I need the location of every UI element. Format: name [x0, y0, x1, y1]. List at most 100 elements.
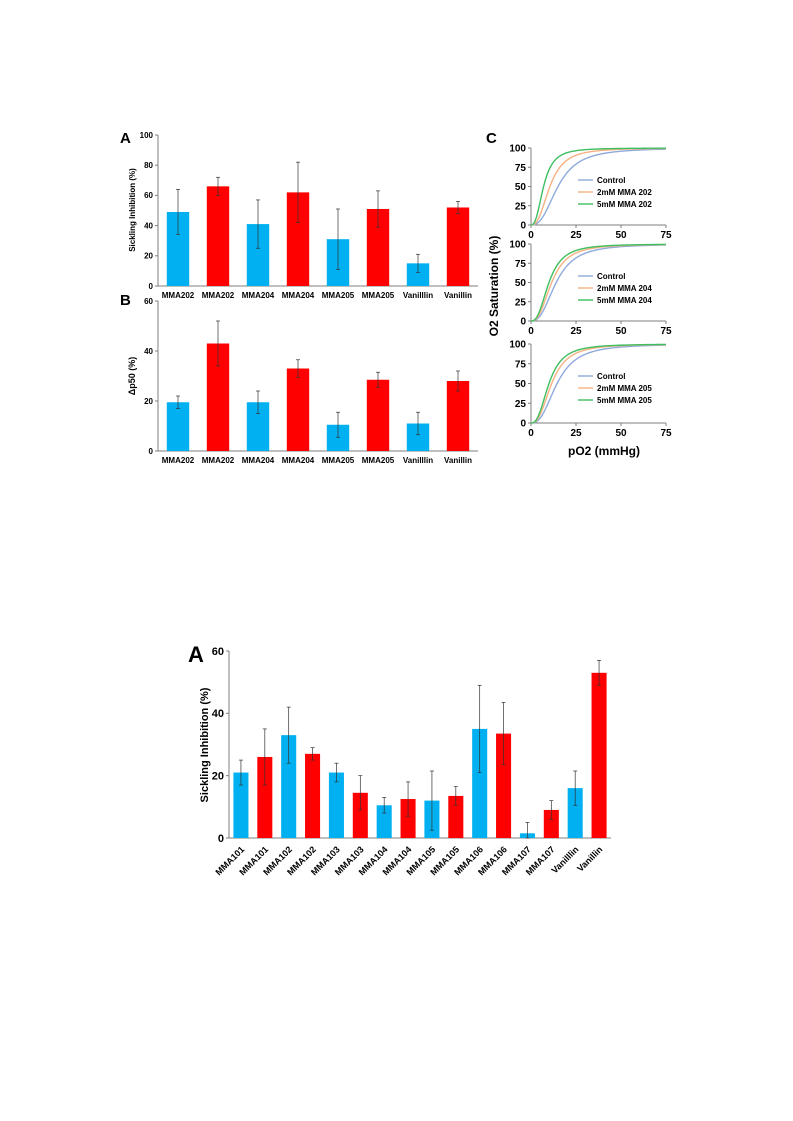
- panel-label-a-bottom: A: [188, 642, 204, 667]
- chart2-sub2-y-tick-label: 75: [515, 359, 527, 370]
- chart2-sub1-y-tick-label: 100: [509, 240, 526, 251]
- chart2-sub0-legend-label: Control: [597, 176, 625, 185]
- chart0-y-tick-label: 100: [140, 131, 154, 140]
- panel-label-c: C: [486, 130, 497, 147]
- chart3-bar: [448, 795, 464, 838]
- chart1-bar: [446, 381, 470, 451]
- chart2-sub0-x-tick-label: 50: [615, 230, 627, 241]
- chart1-category-label: MMA204: [282, 456, 315, 465]
- chart3-category-label: Vanillin: [575, 844, 604, 873]
- chart3-bar: [352, 792, 368, 838]
- chart3-y-tick-label: 20: [212, 771, 224, 783]
- chart2-sub2-series-line: [530, 344, 667, 424]
- chart2-sub2-legend-label: 5mM MMA 205: [597, 396, 652, 405]
- chart3-bar: [376, 805, 392, 838]
- chart-a2-ylabel: Sickling Inhibition (%): [199, 687, 211, 802]
- chart2-sub1-y-tick-label: 0: [520, 317, 526, 328]
- chart3-y-tick-label: 60: [212, 646, 224, 658]
- chart2-sub2-x-tick-label: 50: [615, 428, 627, 439]
- chart2-sub1-x-tick-label: 0: [528, 326, 534, 337]
- chart0-bar: [166, 212, 190, 286]
- chart3-bar: [591, 672, 607, 838]
- panel-label-a-top: A: [120, 130, 131, 147]
- chart2-sub1-x-tick-label: 25: [570, 326, 582, 337]
- chart-c-ylabel: O2 Saturation (%): [487, 236, 501, 337]
- chart1-bar: [406, 423, 430, 451]
- chart2-sub0-legend-label: 5mM MMA 202: [597, 200, 652, 209]
- chart1-bar: [286, 368, 310, 451]
- chart1-category-label: MMA205: [322, 456, 355, 465]
- chart2-sub0-x-tick-label: 25: [570, 230, 582, 241]
- chart-c-xlabel: pO2 (mmHg): [568, 444, 640, 458]
- chart3-bar: [257, 756, 273, 838]
- chart3-bar: [567, 788, 583, 838]
- chart2-sub2-y-tick-label: 50: [515, 379, 527, 390]
- chart1-bar: [366, 379, 390, 451]
- chart2-sub2-x-tick-label: 25: [570, 428, 582, 439]
- chart1-bar: [166, 402, 190, 451]
- chart2-sub0-y-tick-label: 0: [520, 221, 526, 232]
- chart0-category-label: MMA202: [162, 291, 195, 300]
- chart1-y-tick-label: 40: [144, 347, 153, 356]
- chart2-sub0-series-line: [530, 147, 667, 226]
- chart1-category-label: MMA204: [242, 456, 275, 465]
- chart2-sub0-y-tick-label: 50: [515, 182, 527, 193]
- chart3-y-tick-label: 0: [218, 833, 224, 845]
- chart3-bar: [472, 728, 488, 838]
- chart0-category-label: Vanillin: [444, 291, 472, 300]
- chart2-sub2-y-tick-label: 0: [520, 419, 526, 430]
- chart2-sub1-x-tick-label: 75: [660, 326, 672, 337]
- chart2-sub1-series-line: [530, 243, 667, 322]
- chart1-y-tick-label: 60: [144, 297, 153, 306]
- chart2-sub0-y-tick-label: 100: [509, 144, 526, 155]
- chart0-category-label: MMA205: [322, 291, 355, 300]
- chart0-category-label: MMA202: [202, 291, 235, 300]
- chart2-sub0-series-line: [530, 147, 667, 226]
- chart2-sub0-legend-label: 2mM MMA 202: [597, 188, 652, 197]
- chart1-category-label: MMA202: [162, 456, 195, 465]
- chart0-y-tick-label: 0: [149, 282, 154, 291]
- chart1-y-tick-label: 0: [149, 447, 154, 456]
- chart3-bar: [233, 772, 249, 838]
- chart0-bar: [406, 263, 430, 286]
- chart0-bar: [206, 186, 230, 286]
- chart2-sub1-legend-label: Control: [597, 272, 625, 281]
- chart3-bar: [305, 753, 321, 838]
- chart2-sub0-x-tick-label: 75: [660, 230, 672, 241]
- chart2-sub2-x-tick-label: 75: [660, 428, 672, 439]
- chart3-bar: [400, 799, 416, 838]
- chart2-sub1-legend-label: 2mM MMA 204: [597, 284, 652, 293]
- chart1-bar: [326, 424, 350, 451]
- chart0-bar: [446, 207, 470, 286]
- chart2-sub2-series-line: [530, 343, 667, 424]
- chart0-category-label: MMA205: [362, 291, 395, 300]
- chart2-sub1-y-tick-label: 75: [515, 259, 527, 270]
- chart0-bar: [246, 224, 270, 286]
- chart1-bar: [246, 402, 270, 451]
- chart2-sub0-series-line: [530, 148, 667, 226]
- chart2-sub1-series-line: [530, 243, 667, 322]
- chart2-sub2-y-tick-label: 25: [515, 399, 527, 410]
- chart2-sub0-x-tick-label: 0: [528, 230, 534, 241]
- chart3-y-tick-label: 40: [212, 708, 224, 720]
- chart2-sub1-legend-label: 5mM MMA 204: [597, 296, 652, 305]
- chart2-sub1-x-tick-label: 50: [615, 326, 627, 337]
- chart0-y-tick-label: 40: [144, 221, 153, 230]
- chart1-category-label: MMA202: [202, 456, 235, 465]
- chart0-category-label: MMA204: [242, 291, 275, 300]
- chart2-sub2-legend-label: 2mM MMA 205: [597, 384, 652, 393]
- chart-a-ylabel: Sickling Inhibition (%): [128, 168, 137, 252]
- chart1-bar: [206, 343, 230, 451]
- chart0-bar: [286, 192, 310, 286]
- chart0-category-label: MMA204: [282, 291, 315, 300]
- chart3-bar: [543, 809, 559, 838]
- chart3-bar: [328, 772, 344, 838]
- chart2-sub0-y-tick-label: 75: [515, 163, 527, 174]
- chart2-sub1-y-tick-label: 25: [515, 297, 527, 308]
- chart1-category-label: Vanillin: [444, 456, 472, 465]
- chart0-y-tick-label: 80: [144, 161, 153, 170]
- chart1-category-label: MMA205: [362, 456, 395, 465]
- chart2-sub2-y-tick-label: 100: [509, 340, 526, 351]
- panel-label-b: B: [120, 292, 131, 309]
